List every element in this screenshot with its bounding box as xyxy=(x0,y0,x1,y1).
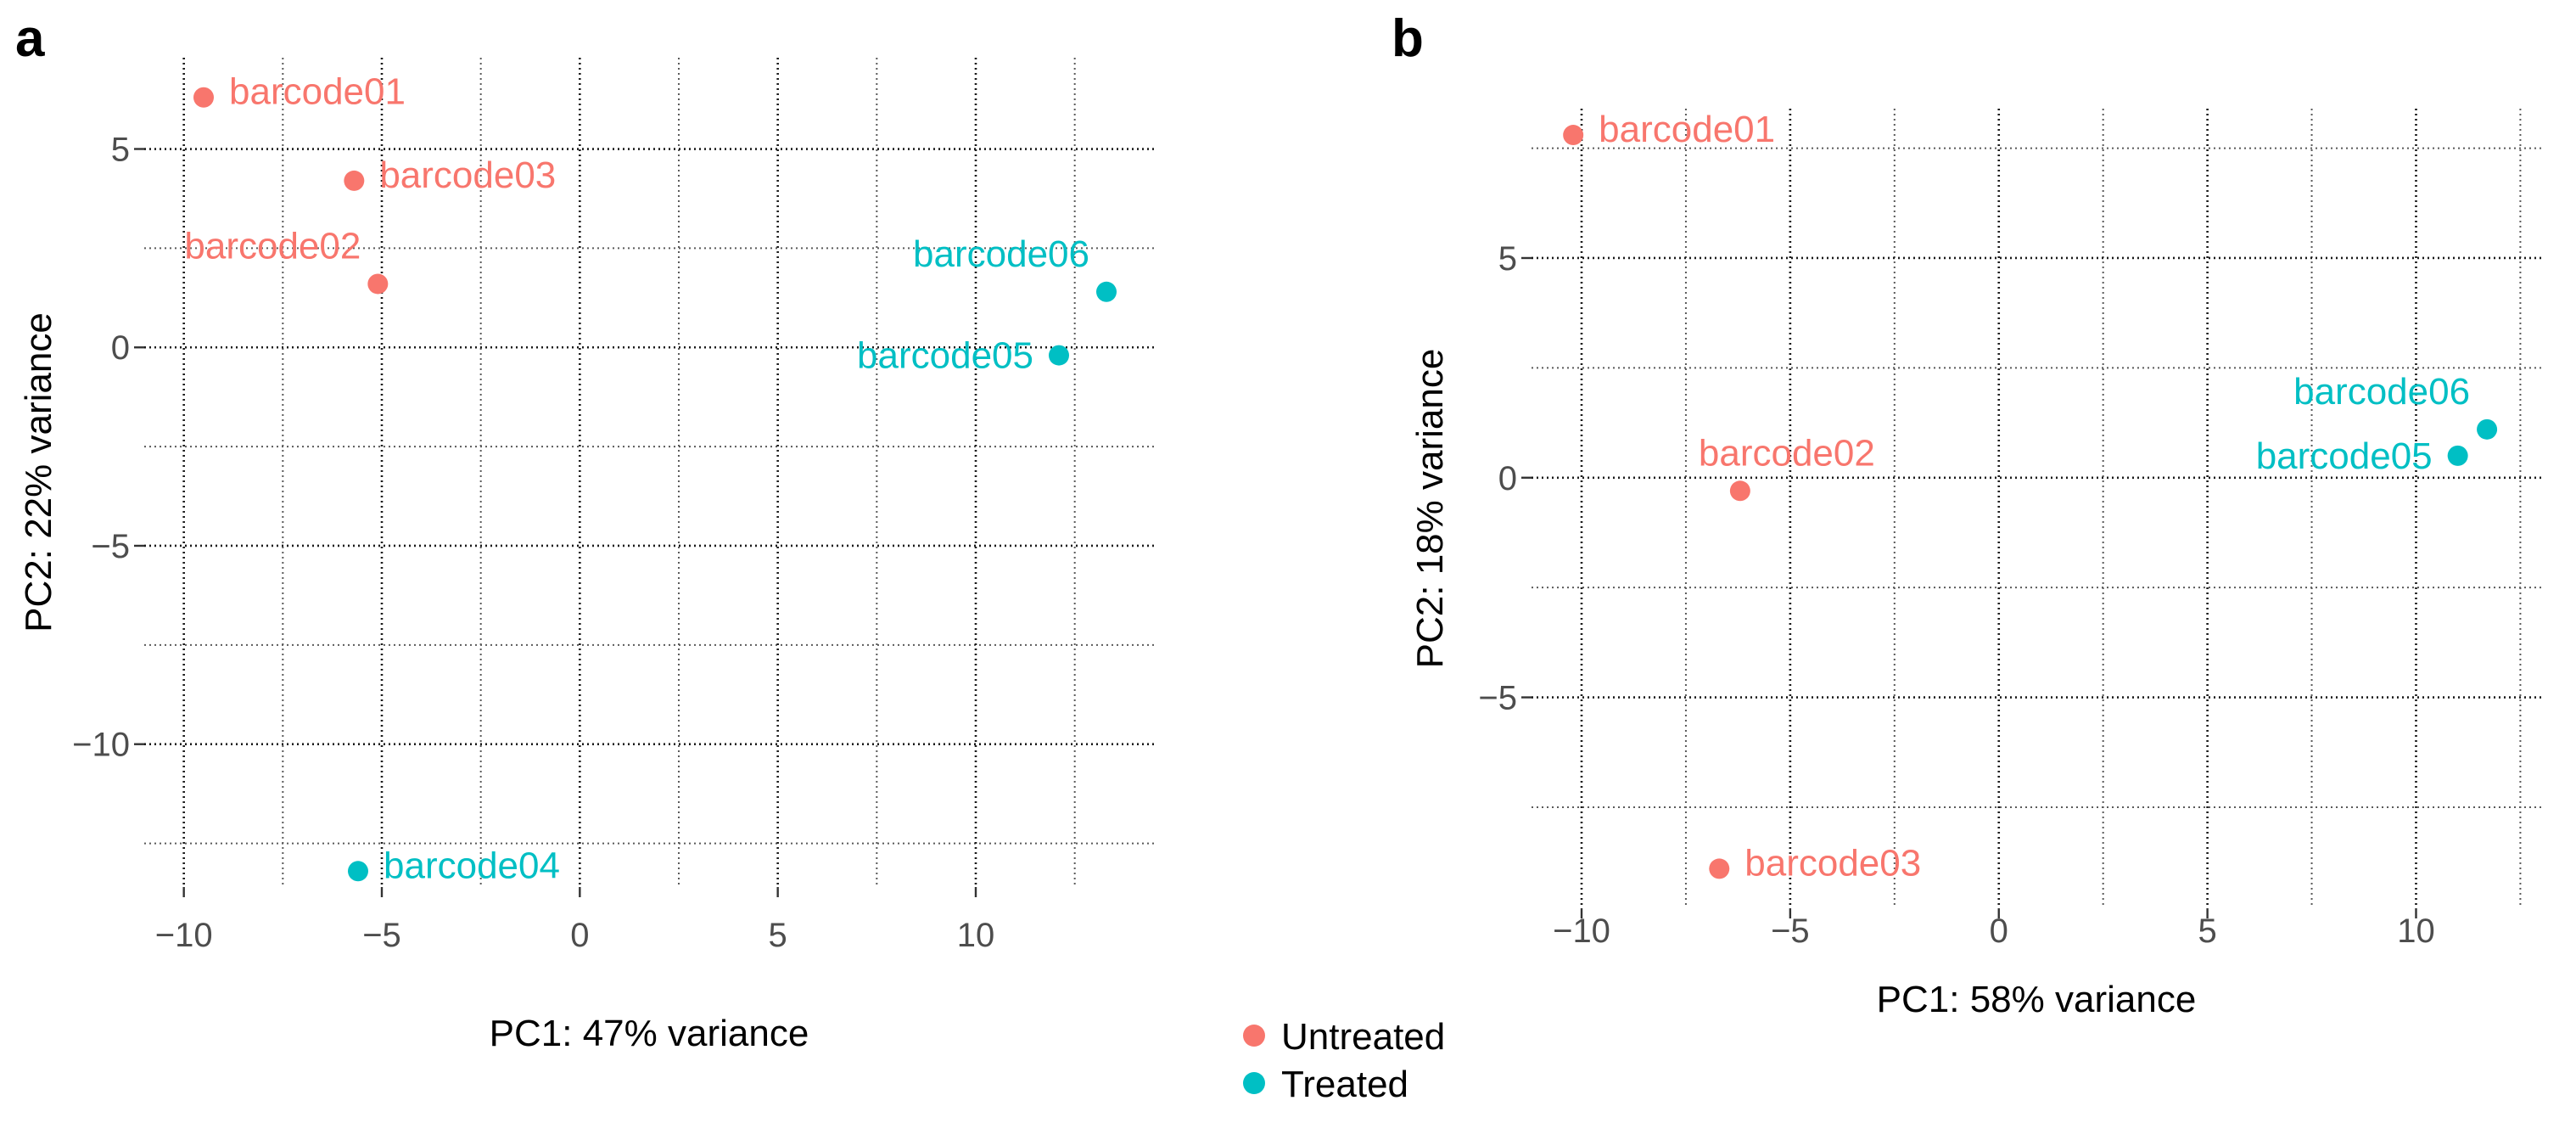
data-point-barcode02 xyxy=(1729,480,1750,502)
point-label-barcode03: barcode03 xyxy=(379,154,556,196)
data-point-barcode05 xyxy=(2447,445,2468,466)
y-tick-label: −10 xyxy=(72,727,130,764)
point-label-barcode03: barcode03 xyxy=(1744,842,1921,884)
panel-a-scatter-plot: −10 −5 0 5 10 −10 −5 0 5 PC1: 47% variance PC2: 22… xyxy=(18,58,1154,1054)
point-label-barcode06: barcode06 xyxy=(913,233,1089,275)
data-point-barcode05 xyxy=(1049,345,1069,366)
legend: Untreated Treated xyxy=(1243,1016,1445,1105)
x-tick-label: 0 xyxy=(1990,912,2008,950)
y-axis-title: PC2: 18% variance xyxy=(1409,349,1451,669)
y-tick-label: 0 xyxy=(1498,460,1517,497)
panel-a-letter: a xyxy=(15,9,45,68)
data-point-barcode02 xyxy=(367,273,389,295)
y-tick-label: −5 xyxy=(1478,680,1517,717)
y-tick-label: 0 xyxy=(111,329,130,367)
x-tick-label: 10 xyxy=(957,917,995,954)
x-tick-label: −10 xyxy=(155,917,213,954)
point-label-barcode02: barcode02 xyxy=(1699,432,1875,474)
data-point-barcode06 xyxy=(2477,418,2498,440)
legend-key-untreated xyxy=(1243,1025,1265,1047)
x-tick-label: 0 xyxy=(570,917,589,954)
point-label-barcode04: barcode04 xyxy=(384,845,560,886)
x-tick-label: 5 xyxy=(769,917,787,954)
data-point-barcode04 xyxy=(348,861,368,882)
x-axis-title: PC1: 47% variance xyxy=(490,1013,809,1054)
data-point-barcode03 xyxy=(344,170,365,191)
point-label-barcode05: barcode05 xyxy=(2256,435,2433,477)
x-tick-label: −5 xyxy=(362,917,401,954)
data-point-barcode06 xyxy=(1096,281,1117,302)
x-tick-label: 10 xyxy=(2397,912,2435,950)
y-tick-label: −5 xyxy=(91,528,130,565)
x-tick-label: −5 xyxy=(1771,912,1810,950)
x-tick-label: −10 xyxy=(1553,912,1610,950)
point-label-barcode02: barcode02 xyxy=(184,225,361,267)
panel-b-letter: b xyxy=(1392,9,1424,68)
point-label-barcode06: barcode06 xyxy=(2293,371,2470,413)
legend-label-treated: Treated xyxy=(1281,1064,1408,1105)
data-point-barcode01 xyxy=(193,87,214,108)
legend-label-untreated: Untreated xyxy=(1281,1016,1445,1058)
legend-key-treated xyxy=(1243,1072,1265,1094)
y-axis-title: PC2: 22% variance xyxy=(18,312,59,632)
point-label-barcode05: barcode05 xyxy=(857,335,1033,377)
data-point-barcode03 xyxy=(1709,858,1730,879)
x-tick-label: 5 xyxy=(2198,912,2216,950)
point-label-barcode01: barcode01 xyxy=(229,71,406,113)
data-point-barcode01 xyxy=(1563,125,1584,146)
y-tick-label: 5 xyxy=(111,132,130,169)
x-axis-title: PC1: 58% variance xyxy=(1877,979,2197,1020)
y-tick-label: 5 xyxy=(1498,240,1517,278)
point-label-barcode01: barcode01 xyxy=(1599,109,1775,150)
